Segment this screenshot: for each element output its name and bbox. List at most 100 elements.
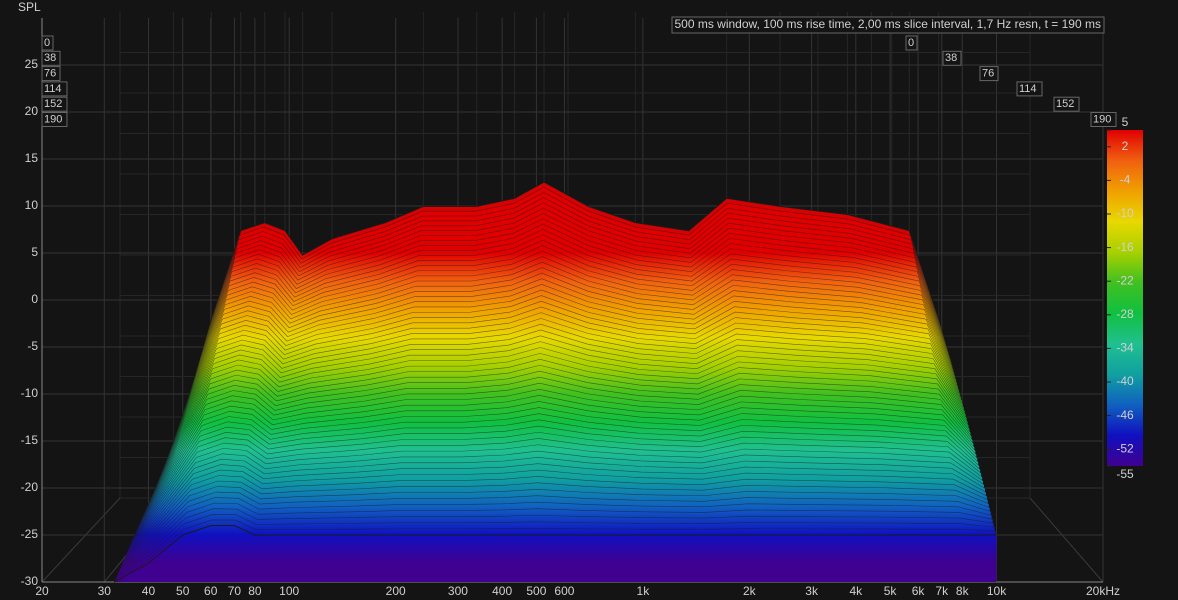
slice-contour	[126, 463, 987, 554]
y-tick-label: -25	[21, 527, 39, 541]
slice-contour	[148, 341, 967, 503]
slice-line	[181, 181, 940, 434]
y-tick-label: -5	[27, 339, 38, 353]
slice-label: 0	[44, 37, 50, 49]
slice-contour	[146, 353, 969, 508]
slice-contour	[115, 519, 996, 580]
y-tick-label: 10	[25, 198, 39, 212]
slice-contour	[162, 272, 956, 474]
x-tick-label: 300	[448, 584, 468, 598]
x-tick-label: 10k	[987, 584, 1007, 598]
y-tick-label: -30	[21, 574, 39, 588]
x-tick-label: 1k	[637, 584, 651, 598]
slice-contour	[121, 486, 990, 564]
slice-contour	[157, 295, 960, 484]
slice-label: 0	[908, 37, 914, 49]
slice-label-box	[41, 96, 68, 112]
y-tick-label: -15	[21, 433, 39, 447]
slice-contour	[155, 306, 962, 488]
color-tick-label: -55	[1116, 467, 1134, 481]
slice-contour	[119, 497, 992, 570]
slice-contour	[169, 239, 950, 460]
x-tick-label: 20kHz	[1086, 584, 1120, 598]
slice-contour	[178, 197, 942, 441]
y-tick-label: 15	[25, 151, 39, 165]
annotation: 500 ms window, 100 ms rise time, 2,00 ms…	[674, 17, 1101, 31]
slice-contour	[152, 323, 965, 496]
x-tick-label: 70	[228, 584, 242, 598]
slice-contour	[153, 318, 964, 493]
slice-contour	[150, 335, 966, 501]
slice-contour	[129, 444, 984, 546]
x-tick-label: 60	[204, 584, 218, 598]
slice-contour	[132, 431, 982, 541]
slice-contour	[159, 289, 959, 481]
y-tick-label: 5	[31, 245, 38, 259]
slice-contour	[170, 234, 949, 457]
slice-contour	[127, 457, 986, 551]
x-tick-label: 500	[526, 584, 546, 598]
slice-label-box	[1053, 96, 1080, 112]
slice-label: 114	[44, 83, 62, 95]
slice-label-box	[41, 112, 68, 127]
slice-label: 190	[1093, 113, 1111, 125]
slice-contour	[125, 469, 988, 556]
x-tick-label: 7k	[935, 584, 949, 598]
slice-contour	[145, 359, 970, 511]
color-tick-label: -46	[1116, 408, 1134, 422]
slice-contour	[141, 382, 974, 521]
floor-line	[1029, 497, 1104, 583]
slice-label: 152	[44, 98, 62, 110]
x-tick-label: 40	[142, 584, 156, 598]
slice-contour	[136, 407, 978, 531]
y-axis-label: SPL	[18, 0, 41, 14]
slice-label: 152	[1056, 98, 1074, 110]
slice-contour	[133, 425, 981, 538]
x-tick-label: 600	[554, 584, 574, 598]
color-tick-label: -4	[1120, 173, 1131, 187]
color-tick-label: -16	[1116, 240, 1134, 254]
slice-contour	[163, 267, 955, 471]
x-tick-label: 30	[98, 584, 112, 598]
slice-contour	[151, 329, 965, 498]
slice-label-box	[41, 35, 54, 51]
slice-label: 76	[982, 68, 994, 80]
slice-contour	[118, 502, 993, 572]
slice-fill	[114, 525, 997, 582]
x-tick-label: 200	[386, 584, 406, 598]
color-tick-label: 2	[1122, 139, 1129, 153]
slice-contour	[154, 312, 963, 491]
slice-contour	[156, 300, 961, 486]
color-tick-label: -34	[1116, 341, 1134, 355]
annotation-box	[671, 16, 1105, 34]
slice-contour	[120, 491, 991, 567]
slice-contour	[123, 480, 989, 562]
slice-contour	[168, 245, 951, 462]
x-tick-label: 100	[279, 584, 299, 598]
x-tick-label: 6k	[912, 584, 926, 598]
y-tick-label: 25	[25, 57, 39, 71]
y-tick-label: -10	[21, 386, 39, 400]
color-scale-bar	[1107, 130, 1143, 466]
slice-contour	[164, 261, 954, 469]
slice-contour	[172, 223, 947, 452]
slice-contour	[165, 256, 953, 467]
color-tick-label: -52	[1116, 441, 1134, 455]
slice-contour	[143, 370, 972, 516]
slice-label-box	[942, 50, 962, 66]
slice-contour	[116, 514, 995, 577]
y-tick-label: 20	[25, 104, 39, 118]
slice-contour	[147, 347, 968, 506]
slice-contour	[173, 218, 946, 450]
y-tick-label: -20	[21, 480, 39, 494]
x-tick-label: 4k	[849, 584, 863, 598]
slice-label-box	[1016, 81, 1043, 97]
color-tick-label: -28	[1116, 307, 1134, 321]
x-tick-label: 8k	[956, 584, 970, 598]
slice-contour	[117, 508, 994, 575]
slice-contour	[130, 438, 983, 544]
slice-label: 190	[44, 113, 62, 125]
slice-contour	[161, 278, 957, 476]
slice-contour	[137, 401, 977, 528]
